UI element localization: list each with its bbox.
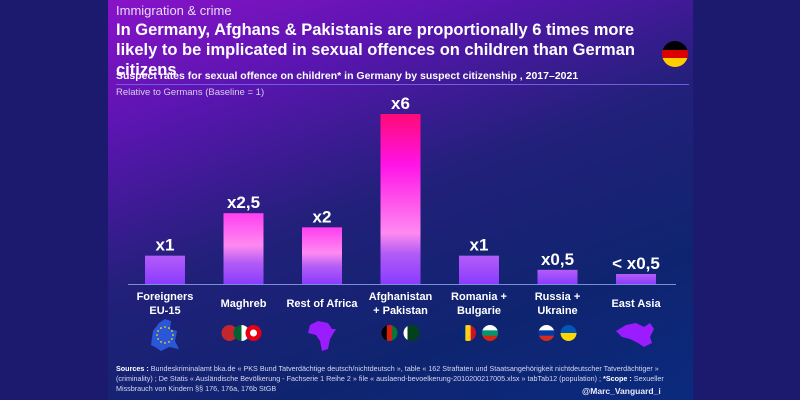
sources-label: Sources : xyxy=(116,364,149,373)
data-label: < x0,5 xyxy=(612,254,660,273)
category-label: Ukraine xyxy=(537,305,577,317)
infographic-card: Immigration & crime In Germany, Afghans … xyxy=(108,0,693,400)
chart-subtitle: Suspect rates for sexual offence on chil… xyxy=(116,70,579,82)
afghanistan-pakistan-flags-icon xyxy=(381,325,420,341)
category-label: East Asia xyxy=(611,298,661,310)
sources-text: Bundeskriminalamt bka.de « PKS Bund Tatv… xyxy=(116,364,659,383)
bar-4 xyxy=(459,255,499,284)
subtitle-divider xyxy=(116,84,689,85)
bar-2 xyxy=(302,227,342,284)
eu-map-icon xyxy=(151,319,179,351)
relative-note: Relative to Germans (Baseline = 1) xyxy=(116,87,265,98)
romania-bulgaria-flags-icon xyxy=(460,325,498,341)
category-label: Afghanistan xyxy=(369,291,433,303)
category-label: Maghreb xyxy=(221,298,267,310)
east-asia-map-icon xyxy=(616,323,654,347)
russia-ukraine-flags-icon xyxy=(538,325,577,341)
africa-map-icon xyxy=(308,321,336,351)
bar-1 xyxy=(223,213,264,284)
data-label: x0,5 xyxy=(541,250,574,269)
category-label: Foreigners xyxy=(137,291,194,303)
category-label: + Pakistan xyxy=(373,305,428,317)
data-label: x6 xyxy=(391,94,410,113)
category-label: Romania + xyxy=(451,291,507,303)
category-label: Bulgarie xyxy=(457,305,501,317)
data-label: x1 xyxy=(470,236,489,255)
data-label: x2 xyxy=(313,207,332,226)
headline: In Germany, Afghans & Pakistanis are pro… xyxy=(116,21,635,79)
bar-chart: x1 Foreigners EU-15 x2,5 Maghreb x2 Rest of Af… xyxy=(128,94,676,351)
scope-label: *Scope : xyxy=(603,374,632,383)
bar-5 xyxy=(537,269,578,284)
kicker: Immigration & crime xyxy=(116,3,232,18)
sources-note: Sources : Bundeskriminalamt bka.de « PKS… xyxy=(116,364,676,394)
bar-3 xyxy=(380,114,421,284)
bar-6 xyxy=(616,274,656,284)
germany-flag-icon xyxy=(662,41,688,67)
morocco-algeria-tunisia-flags-icon xyxy=(221,325,262,341)
category-label: Rest of Africa xyxy=(286,298,358,310)
author-handle: @Marc_Vanguard_i xyxy=(582,386,661,396)
data-label: x1 xyxy=(156,236,175,255)
category-label: Russia + xyxy=(535,291,581,303)
category-label: EU-15 xyxy=(149,305,180,317)
bar-0 xyxy=(145,255,185,284)
scope-text: Sexueller Missbrauch von Kindern §§ 176,… xyxy=(116,374,664,393)
data-label: x2,5 xyxy=(227,193,260,212)
